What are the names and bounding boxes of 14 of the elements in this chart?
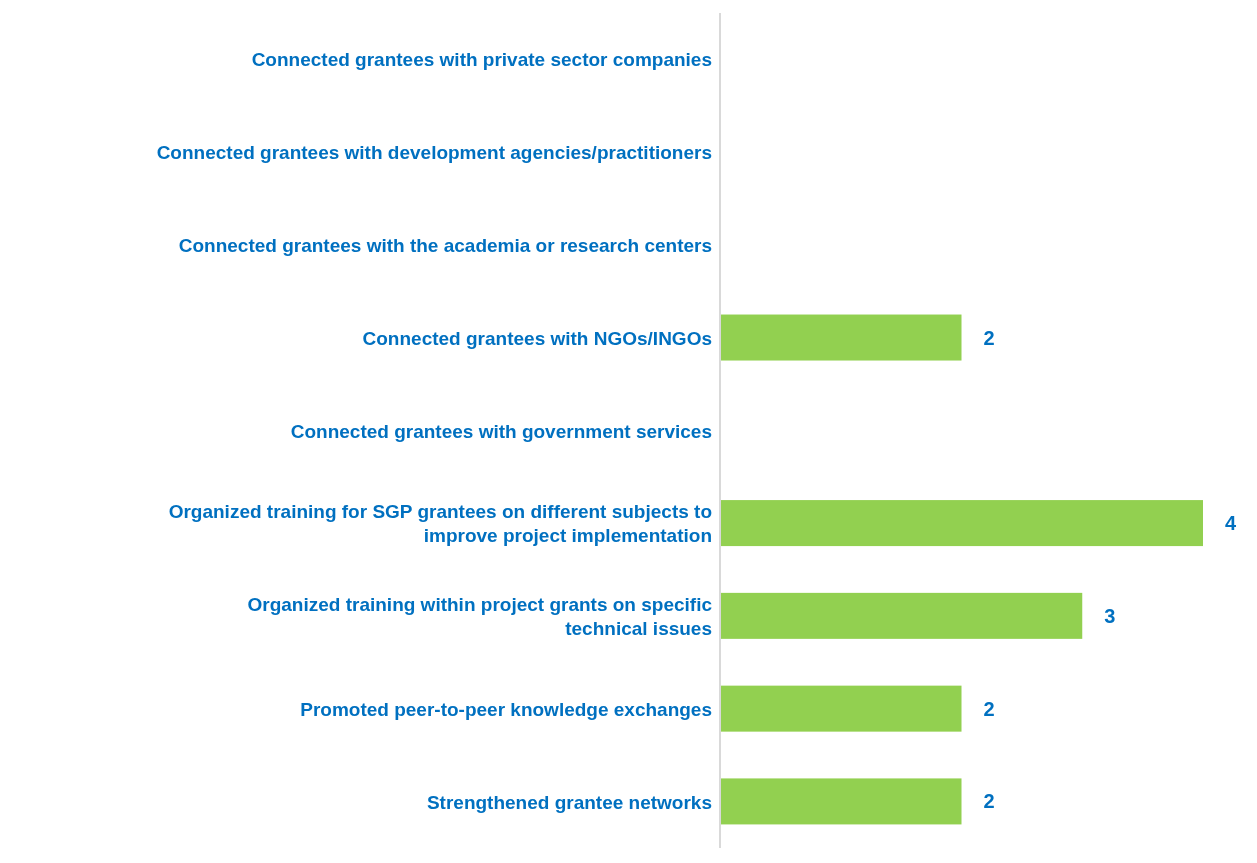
y-tick-label: Organized training for SGP grantees on different subjects to improve project implementation: [168, 500, 712, 546]
y-tick-label: Connected grantees with NGOs/INGOs: [362, 327, 712, 349]
y-tick-label: Strengthened grantee networks: [426, 791, 712, 813]
y-tick-label: Promoted peer-to-peer knowledge exchanges: [300, 698, 712, 720]
data-label: 2: [983, 326, 995, 349]
y-tick-label: Organized training within project grants on specific technical issues: [247, 593, 713, 639]
y-tick-label: Connected grantees with development agencies/practitioners: [156, 141, 712, 163]
data-label: 3: [1104, 604, 1116, 627]
y-tick-label: Connected grantees with government services: [290, 420, 712, 441]
y-tick-label: Connected grantees with private sector companies: [251, 48, 712, 70]
y-tick-label: Connected grantees with the academia or research centers: [178, 234, 712, 256]
data-label: 2: [983, 790, 995, 813]
data-label: 2: [983, 697, 995, 720]
data-label: 4: [1225, 512, 1237, 535]
